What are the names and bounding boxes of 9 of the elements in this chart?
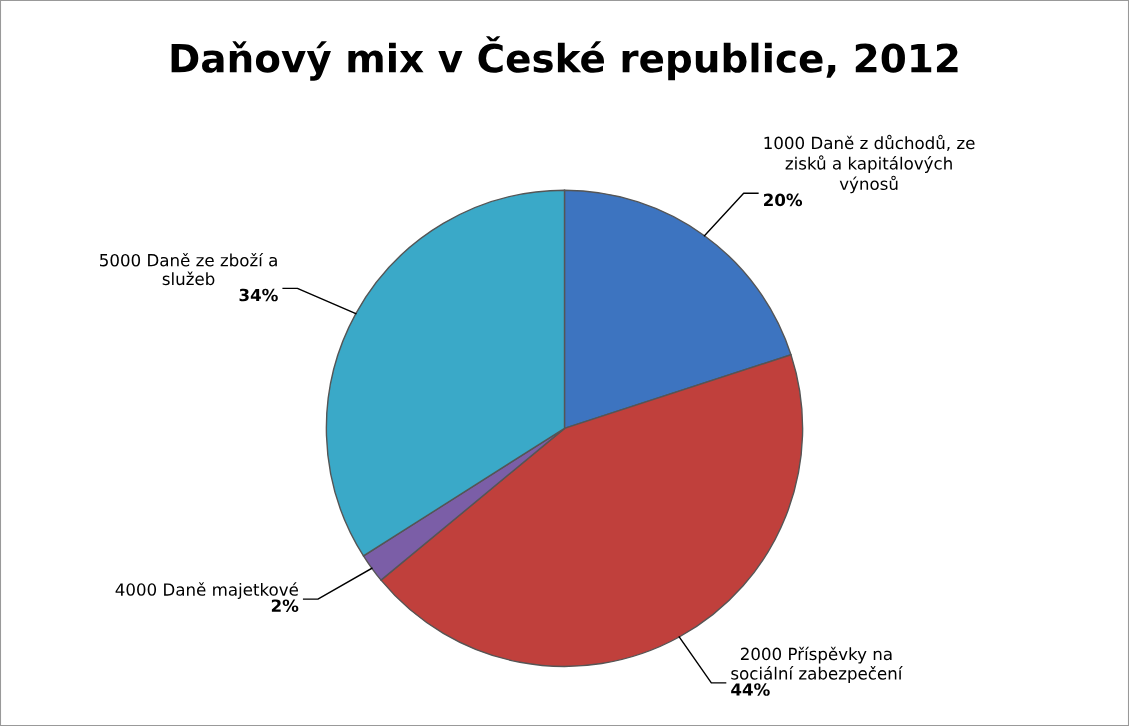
slice-label: 5000 Daně ze zboží a služeb xyxy=(100,252,277,286)
data-label: 44% xyxy=(731,683,770,696)
chart-title: Daňový mix v České republice, 2012 xyxy=(171,36,958,81)
slice-label: 2000 Příspěvky na sociální zabezpečení xyxy=(731,646,903,683)
data-label: 2% xyxy=(271,599,299,612)
data-label: 34% xyxy=(239,288,278,302)
slice-label: 1000 Daně z důchodů, ze zisků a kapitálových výnosů xyxy=(764,134,975,194)
slice-label: 4000 Daně majetkové xyxy=(115,582,298,600)
data-label: 20% xyxy=(764,193,803,207)
